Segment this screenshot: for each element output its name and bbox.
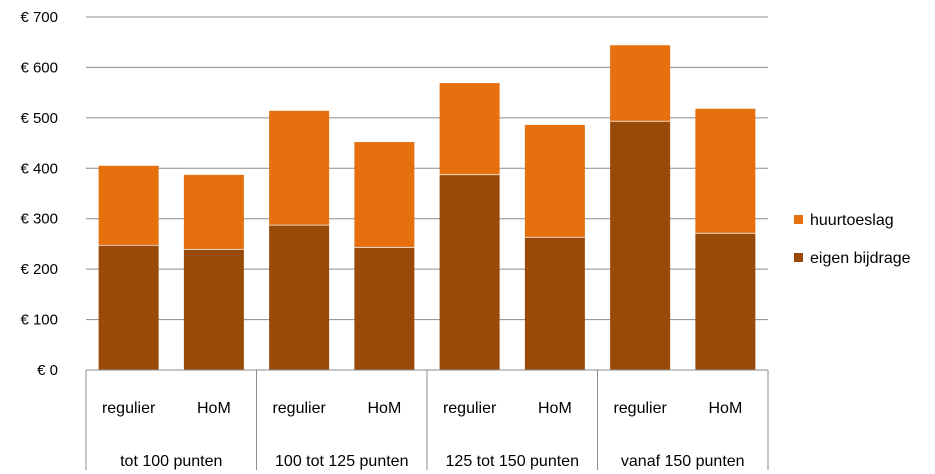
x-tick-label: HoM: [197, 400, 231, 417]
bar-segment: [354, 246, 415, 370]
x-tick-label: HoM: [538, 400, 572, 417]
bar-segment: [610, 120, 671, 370]
y-tick-label: € 100: [20, 312, 58, 329]
y-tick-label: € 700: [20, 9, 58, 26]
bar-segment: [524, 124, 585, 237]
bar-segment: [354, 142, 415, 247]
legend-label: huurtoeslag: [810, 212, 894, 229]
group-label: tot 100 punten: [120, 453, 222, 470]
x-tick-label: regulier: [102, 400, 156, 417]
bar-segment: [695, 108, 756, 233]
group-label: 125 tot 150 punten: [446, 453, 579, 470]
legend-swatch: [794, 215, 803, 224]
bar-segment: [269, 110, 330, 225]
y-tick-label: € 500: [20, 110, 58, 127]
bar-segment: [183, 248, 244, 370]
y-tick-label: € 600: [20, 59, 58, 76]
bar-segment: [98, 165, 159, 245]
legend-swatch: [794, 253, 803, 262]
legend-label: eigen bijdrage: [810, 250, 911, 267]
bar-segment: [183, 174, 244, 249]
group-label: vanaf 150 punten: [621, 453, 745, 470]
x-tick-label: regulier: [272, 400, 326, 417]
group-label: 100 tot 125 punten: [275, 453, 408, 470]
x-tick-label: HoM: [708, 400, 742, 417]
bar-segment: [610, 45, 671, 121]
y-tick-label: € 400: [20, 160, 58, 177]
bar-segment: [439, 174, 500, 370]
bar-segment: [98, 244, 159, 370]
bar-segment: [695, 232, 756, 370]
bar-segment: [439, 83, 500, 175]
y-tick-label: € 0: [37, 362, 58, 379]
y-tick-label: € 300: [20, 211, 58, 228]
bar-segment: [269, 224, 330, 370]
x-tick-label: HoM: [367, 400, 401, 417]
y-tick-label: € 200: [20, 261, 58, 278]
x-tick-label: regulier: [443, 400, 497, 417]
bar-segment: [524, 236, 585, 370]
x-tick-label: regulier: [613, 400, 667, 417]
